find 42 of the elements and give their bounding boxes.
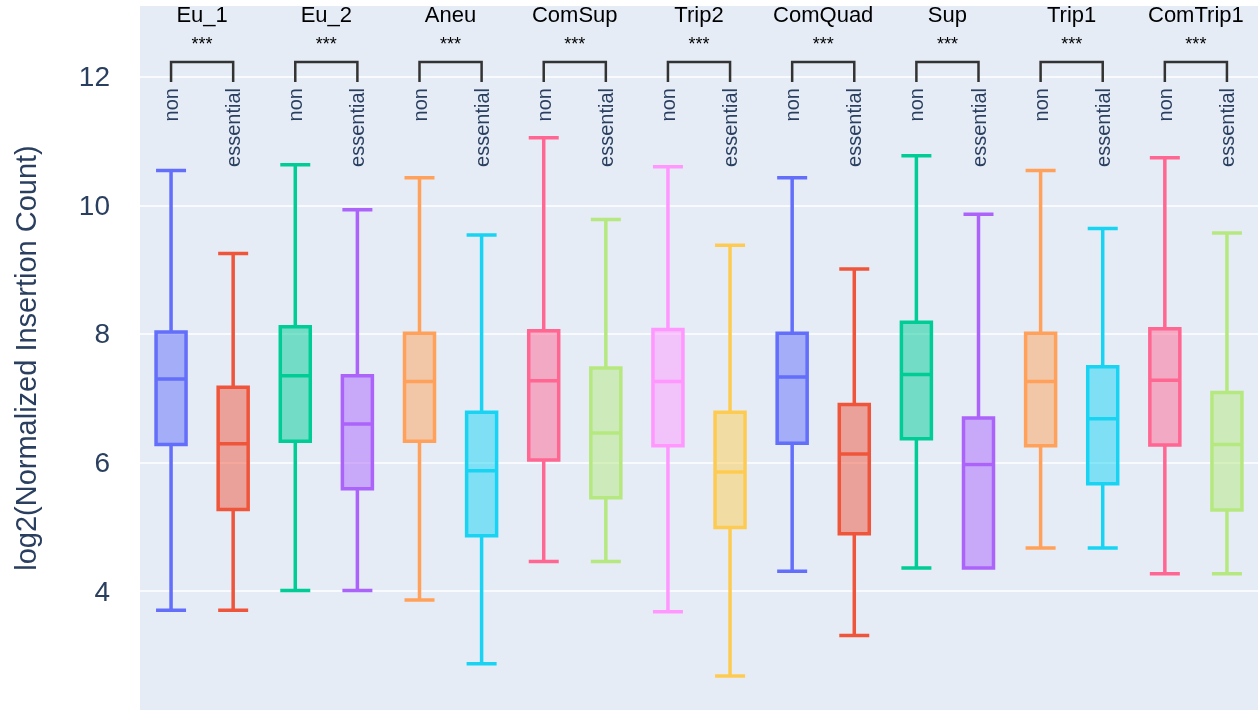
annotation: *** — [1061, 34, 1083, 55]
annotation: Sup — [927, 2, 968, 28]
x-tick-label: non — [1029, 88, 1052, 122]
y-tick-label: 8 — [94, 318, 110, 350]
x-tick-label: essential — [1091, 88, 1114, 167]
x-tick-label: non — [284, 88, 307, 122]
y-tick-label: 10 — [78, 189, 110, 221]
y-axis-title: log2(Normalized Insertion Count) — [9, 145, 42, 571]
x-tick-label: essential — [843, 88, 866, 167]
x-tick-label: non — [408, 88, 431, 122]
annotation: ComQuad — [773, 2, 874, 28]
annotation: *** — [812, 34, 834, 55]
y-tick-label: 12 — [78, 61, 110, 93]
annotation: ComSup — [531, 2, 618, 28]
annotation: *** — [191, 34, 213, 55]
x-tick-label: non — [1153, 88, 1176, 122]
x-tick-label: essential — [346, 88, 369, 167]
annotation: Trip2 — [674, 2, 724, 28]
annotation: *** — [564, 34, 586, 55]
x-tick-label: non — [160, 88, 183, 122]
annotation: *** — [1185, 34, 1207, 55]
annotation: *** — [440, 34, 462, 55]
x-tick-label: essential — [222, 88, 245, 167]
annotation: Eu_2 — [300, 2, 353, 28]
annotation: *** — [315, 34, 337, 55]
annotation: Aneu — [424, 2, 477, 28]
x-tick-label: non — [532, 88, 555, 122]
x-tick-label: non — [656, 88, 679, 122]
x-tick-label: essential — [470, 88, 493, 167]
x-tick-label: non — [781, 88, 804, 122]
x-tick-label: essential — [594, 88, 617, 167]
x-tick-label: essential — [719, 88, 742, 167]
annotation: *** — [688, 34, 710, 55]
annotation: Eu_1 — [176, 2, 228, 28]
annotation: Trip1 — [1047, 2, 1097, 28]
annotation: *** — [936, 34, 958, 55]
x-tick-label: non — [905, 88, 928, 122]
x-tick-label: essential — [967, 88, 990, 167]
y-tick-label: 4 — [94, 575, 110, 607]
x-tick-label: essential — [1215, 88, 1238, 167]
annotation: ComTrip1 — [1147, 2, 1244, 28]
y-tick-label: 6 — [94, 446, 110, 478]
